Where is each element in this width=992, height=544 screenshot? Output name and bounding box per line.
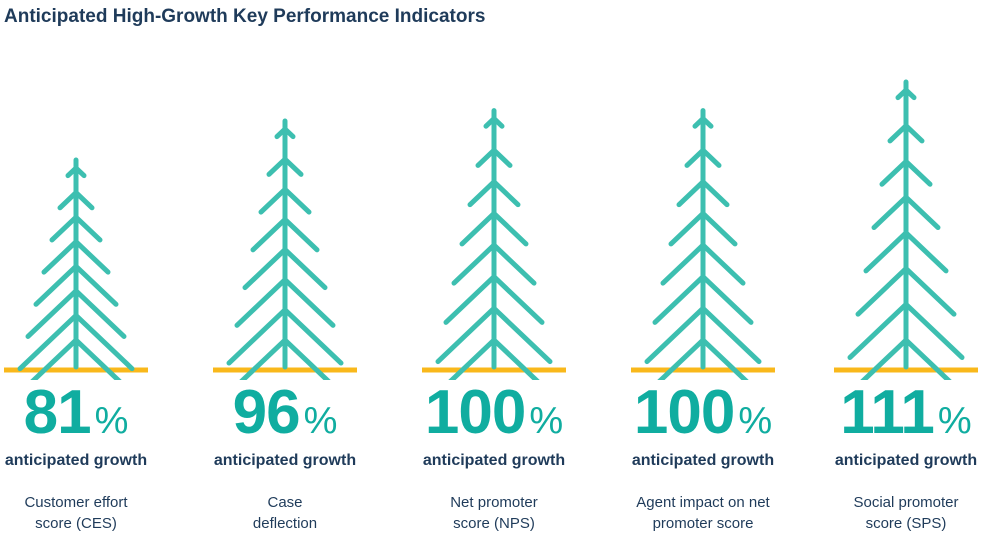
kpi-item: 100% anticipated growth Agent impact on ne… — [613, 382, 793, 534]
tree-mark — [213, 118, 357, 380]
kpi-value-number: 100 — [633, 378, 735, 447]
tree-chart — [4, 79, 978, 380]
kpi-value-number: 100 — [424, 378, 526, 447]
kpi-value-number: 111 — [840, 378, 935, 447]
kpi-value-percent: % — [738, 400, 773, 442]
kpi-metric-label: Social promoter score (SPS) — [853, 494, 959, 532]
chart-title: Anticipated High-Growth Key Performance … — [4, 6, 486, 27]
kpi-value: 111% — [816, 382, 992, 444]
kpi-value: 81% — [0, 382, 166, 444]
kpi-value-percent: % — [94, 400, 129, 442]
kpi-metric-label: Net promoter score (NPS) — [450, 494, 538, 532]
kpi-value-percent: % — [937, 400, 972, 442]
kpi-value-number: 96 — [232, 378, 301, 447]
tree-mark — [4, 157, 148, 380]
kpi-growth-label: anticipated growth — [4, 452, 148, 469]
kpi-growth-label: anticipated growth — [834, 452, 978, 469]
tree-mark — [422, 108, 566, 380]
kpi-value-percent: % — [303, 400, 338, 442]
kpi-growth-label: anticipated growth — [213, 452, 357, 469]
kpi-value: 96% — [195, 382, 375, 444]
kpi-metric-label: Case deflection — [252, 494, 318, 532]
kpi-item: 111% anticipated growth Social promoter sc… — [816, 382, 992, 534]
tree-mark — [631, 108, 775, 380]
kpi-growth-label: anticipated growth — [631, 452, 775, 469]
kpi-value-number: 81 — [23, 378, 92, 447]
kpi-item: 81% anticipated growth Customer effort sco… — [0, 382, 166, 534]
kpi-metric-label: Agent impact on net promoter score — [636, 494, 770, 532]
kpi-item: 100% anticipated growth Net promoter score… — [404, 382, 584, 534]
kpi-value: 100% — [404, 382, 584, 444]
kpi-item: 96% anticipated growth Case deflection — [195, 382, 375, 534]
kpi-value: 100% — [613, 382, 793, 444]
tree-mark — [834, 79, 978, 380]
kpi-metric-label: Customer effort score (CES) — [24, 494, 128, 532]
kpi-growth-label: anticipated growth — [422, 452, 566, 469]
kpi-value-percent: % — [529, 400, 564, 442]
